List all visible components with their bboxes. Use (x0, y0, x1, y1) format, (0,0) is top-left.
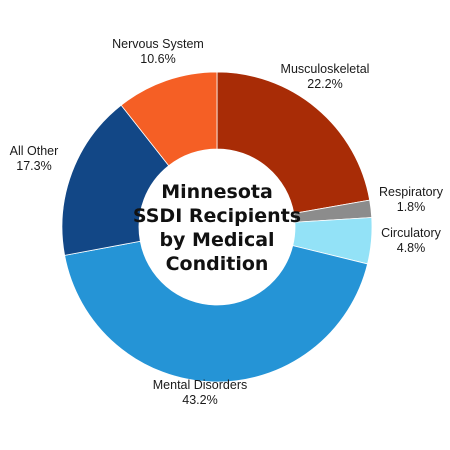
slice-value: 10.6% (140, 52, 175, 66)
title-line: Condition (166, 253, 269, 275)
slice-musculoskeletal (216, 71, 371, 214)
title-line: SSDI Recipients (133, 205, 301, 227)
slice-value: 1.8% (397, 200, 426, 214)
slice-value: 17.3% (16, 159, 51, 173)
slice-label-musculoskeletal: Musculoskeletal 22.2% (281, 62, 370, 91)
slice-name: All Other (10, 144, 59, 158)
slice-labels-group: Musculoskeletal 22.2% Respiratory 1.8% Circu… (10, 37, 444, 407)
slice-name: Mental Disorders (153, 378, 247, 392)
slice-value: 43.2% (182, 393, 217, 407)
slice-label-all-other: All Other 17.3% (10, 144, 59, 173)
slice-label-nervous-system: Nervous System 10.6% (112, 37, 204, 66)
title-line: by Medical (159, 229, 274, 251)
slice-name: Nervous System (112, 37, 204, 51)
slice-label-mental-disorders: Mental Disorders 43.2% (153, 378, 247, 407)
slices-group (61, 71, 373, 383)
slice-label-circulatory: Circulatory 4.8% (381, 226, 441, 255)
slice-name: Respiratory (379, 185, 444, 199)
slice-value: 4.8% (397, 241, 426, 255)
slice-label-respiratory: Respiratory 1.8% (379, 185, 444, 214)
slice-name: Musculoskeletal (281, 62, 370, 76)
center-hole (139, 149, 295, 305)
title-line: Minnesota (161, 181, 273, 203)
slice-value: 22.2% (307, 77, 342, 91)
slice-name: Circulatory (381, 226, 441, 240)
